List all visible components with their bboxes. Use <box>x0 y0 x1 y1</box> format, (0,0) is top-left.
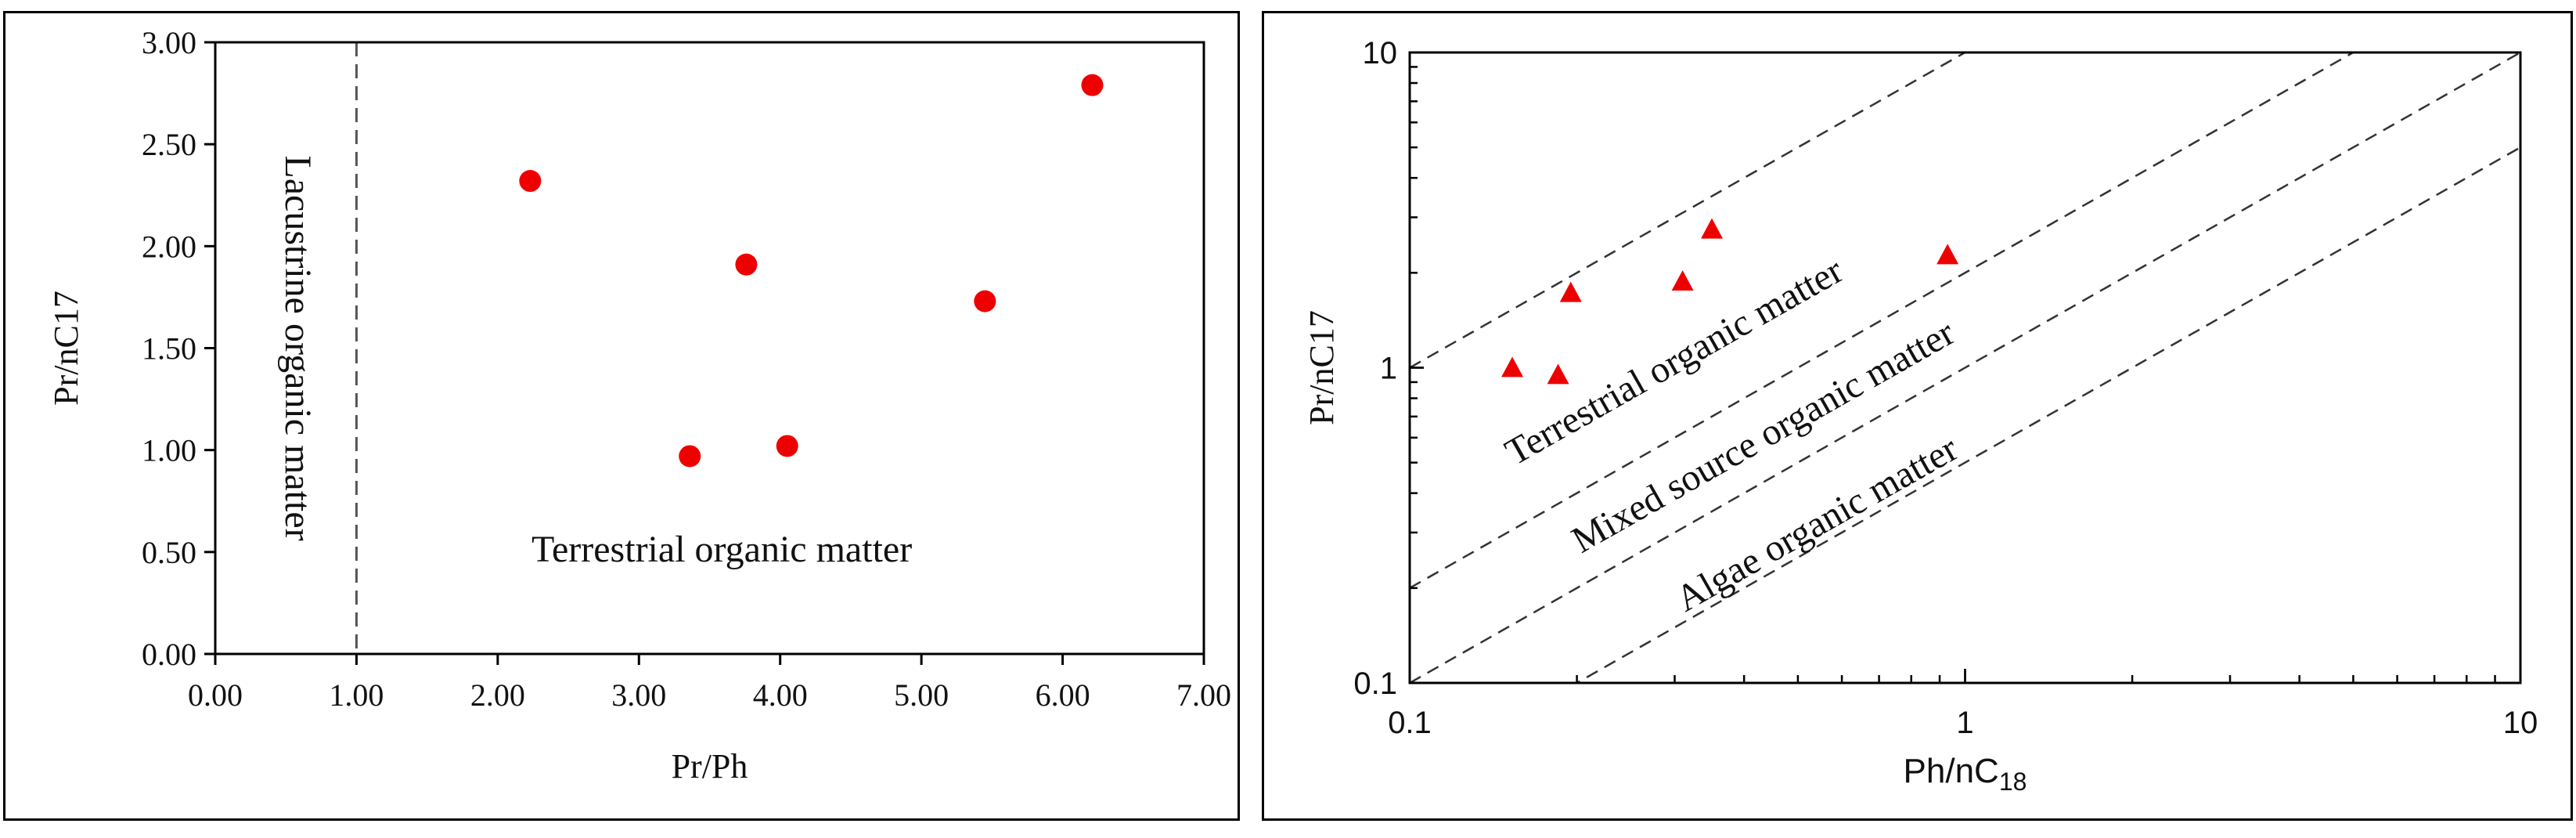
x-tick-label: 1 <box>1956 706 1973 740</box>
data-point-3 <box>1559 281 1582 302</box>
data-point-6 <box>1081 74 1104 96</box>
y-tick-label: 1.00 <box>142 433 196 468</box>
data-point-4 <box>1671 270 1694 291</box>
left-chart-panel: 0.00 1.00 2.00 3.00 4.00 5.00 6.00 7.00 0.00 0.50… <box>3 11 1240 821</box>
pr-ph-scatter-chart: 0.00 1.00 2.00 3.00 4.00 5.00 6.00 7.00 0.00 0.50… <box>47 25 1231 786</box>
data-point-2 <box>679 445 701 468</box>
x-axis-title-main: Ph/nC <box>1904 752 1999 790</box>
boundary-line-2 <box>1410 52 2355 589</box>
data-point-4 <box>776 435 798 457</box>
x-tick-label: 1.00 <box>329 677 384 713</box>
lacustrine-label: Lacustrine organic matter <box>277 155 319 540</box>
y-axis-title: Pr/nC17 <box>47 291 85 406</box>
y-tick-label: 0.1 <box>1353 666 1397 701</box>
y-tick-label: 3.00 <box>142 25 196 60</box>
x-tick-label: 10 <box>2503 706 2538 740</box>
y-tick-label: 2.00 <box>142 229 196 264</box>
boundary-line-1 <box>1410 52 1968 369</box>
x-axis-title: Ph/nC18 <box>1904 752 2027 796</box>
x-tick-label: 0.00 <box>188 677 243 713</box>
data-point-2 <box>1547 363 1569 385</box>
y-tick-label: 10 <box>1363 36 1398 70</box>
y-tick-label: 0.00 <box>142 637 196 672</box>
x-tick-label: 6.00 <box>1036 677 1090 713</box>
y-tick-label: 0.50 <box>142 535 196 570</box>
x-axis-title: Pr/Ph <box>672 747 748 786</box>
y-axis-title: Pr/nC17 <box>1302 310 1341 425</box>
x-tick-label: 3.00 <box>611 677 666 713</box>
x-tick-label: 2.00 <box>470 677 525 713</box>
terrestrial-label: Terrestrial organic matter <box>531 529 912 570</box>
boundary-line-3 <box>1410 52 2520 683</box>
mixed-source-zone-label: Mixed source organic matter <box>1565 312 1962 562</box>
data-point-5 <box>1701 218 1724 239</box>
x-tick-label: 0.1 <box>1388 706 1432 740</box>
y-tick-label: 1.50 <box>142 331 196 367</box>
data-point-6 <box>1937 244 1959 265</box>
y-tick-label: 1 <box>1380 352 1397 386</box>
data-point-3 <box>735 253 758 276</box>
x-tick-label: 7.00 <box>1176 677 1231 713</box>
y-tick-label: 2.50 <box>142 127 196 162</box>
data-point-5 <box>974 290 996 312</box>
data-point-1 <box>519 170 542 193</box>
x-tick-label: 5.00 <box>894 677 949 713</box>
data-point-1 <box>1501 356 1524 377</box>
right-chart-panel: 0.1 1 10 0.1 1 10 Terrestrial organic matter … <box>1262 11 2573 821</box>
boundary-line-4 <box>1575 146 2520 683</box>
x-axis-title-subscript: 18 <box>1999 768 2027 796</box>
x-tick-label: 4.00 <box>753 677 808 713</box>
